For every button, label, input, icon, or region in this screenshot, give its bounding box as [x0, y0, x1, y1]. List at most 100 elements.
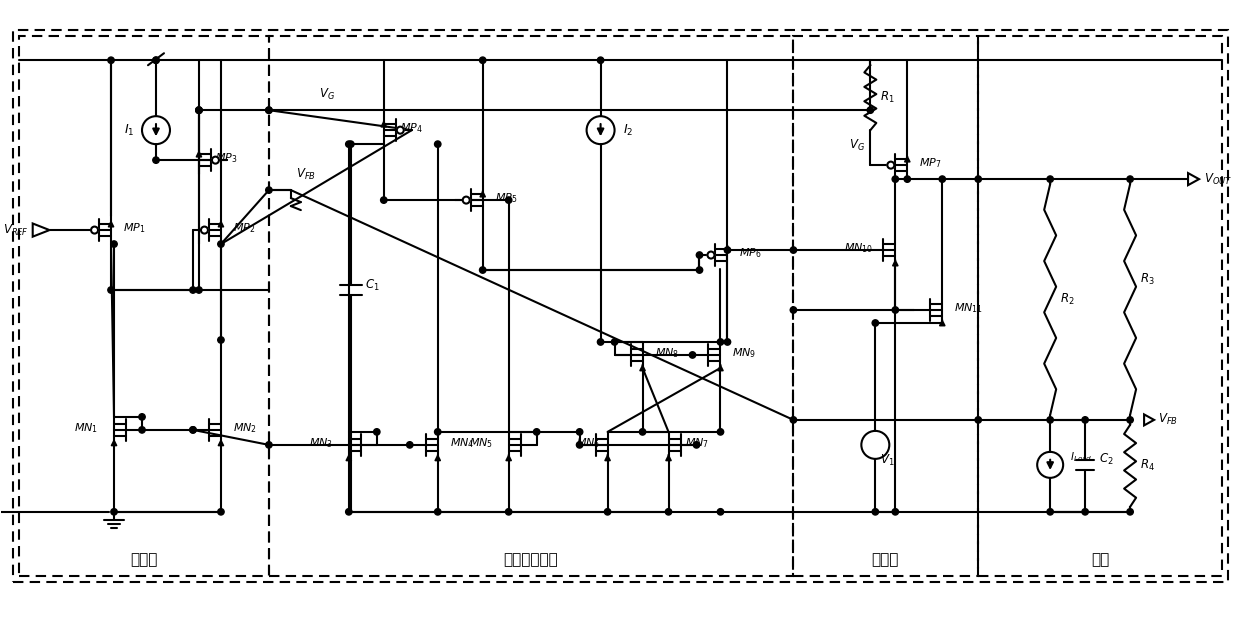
Circle shape: [108, 57, 114, 63]
Circle shape: [153, 57, 159, 63]
Circle shape: [506, 197, 512, 203]
Circle shape: [1047, 417, 1053, 423]
Text: $V_{FB}$: $V_{FB}$: [1158, 412, 1178, 427]
Bar: [19, 36, 269, 576]
Text: $R_4$: $R_4$: [1140, 458, 1154, 474]
Circle shape: [110, 241, 118, 247]
Circle shape: [190, 427, 196, 433]
Text: $V_G$: $V_G$: [319, 87, 335, 102]
Circle shape: [480, 267, 486, 273]
Circle shape: [577, 428, 583, 435]
Circle shape: [598, 339, 604, 345]
Text: $C_2$: $C_2$: [1099, 453, 1114, 467]
Circle shape: [463, 197, 470, 203]
Circle shape: [790, 247, 796, 253]
Text: $MN_3$: $MN_3$: [309, 436, 332, 449]
Circle shape: [153, 157, 159, 163]
Circle shape: [265, 107, 272, 113]
Text: 输入级: 输入级: [130, 552, 157, 567]
Circle shape: [1083, 417, 1089, 423]
Text: 多环路增益级: 多环路增益级: [503, 552, 558, 567]
Circle shape: [196, 107, 202, 113]
Text: $MN_9$: $MN_9$: [733, 346, 756, 360]
Circle shape: [724, 247, 730, 253]
Circle shape: [1047, 176, 1053, 182]
Text: $MN_7$: $MN_7$: [684, 436, 709, 449]
Text: $MN_{10}$: $MN_{10}$: [844, 241, 873, 255]
Circle shape: [790, 417, 796, 423]
Circle shape: [533, 428, 539, 435]
Circle shape: [196, 107, 202, 113]
Circle shape: [892, 176, 899, 182]
Text: $V_{OUT}$: $V_{OUT}$: [1204, 172, 1233, 187]
Circle shape: [717, 508, 724, 515]
Circle shape: [110, 508, 118, 515]
Circle shape: [196, 287, 202, 293]
Circle shape: [1083, 508, 1089, 515]
Bar: [978, 36, 1221, 576]
Circle shape: [888, 162, 894, 169]
Circle shape: [1127, 417, 1133, 423]
Circle shape: [1127, 176, 1133, 182]
Circle shape: [975, 417, 981, 423]
Circle shape: [139, 414, 145, 420]
Circle shape: [381, 197, 387, 203]
Text: $MP_6$: $MP_6$: [739, 246, 763, 260]
Text: $MP_7$: $MP_7$: [919, 156, 942, 170]
Circle shape: [604, 508, 611, 515]
Circle shape: [577, 441, 583, 448]
Circle shape: [397, 126, 404, 134]
Circle shape: [265, 187, 272, 193]
Circle shape: [139, 427, 145, 433]
Circle shape: [434, 141, 441, 148]
Bar: [269, 36, 794, 576]
Text: $V_G$: $V_G$: [849, 138, 866, 153]
Circle shape: [1047, 508, 1053, 515]
Circle shape: [640, 428, 646, 435]
Text: 负载: 负载: [1091, 552, 1110, 567]
Text: $R_1$: $R_1$: [880, 90, 895, 105]
Text: $I_1$: $I_1$: [124, 123, 134, 138]
Text: $MP_5$: $MP_5$: [495, 191, 517, 205]
Text: $I_{Load}$: $I_{Load}$: [1070, 450, 1092, 464]
Circle shape: [201, 226, 208, 234]
Circle shape: [892, 508, 899, 515]
Text: $MP_2$: $MP_2$: [233, 221, 255, 235]
Text: $R_3$: $R_3$: [1140, 272, 1154, 287]
Text: $V_{REF}$: $V_{REF}$: [4, 223, 29, 237]
Text: $MN_8$: $MN_8$: [655, 346, 678, 360]
Circle shape: [480, 57, 486, 63]
Text: $V_{FB}$: $V_{FB}$: [296, 167, 316, 182]
Circle shape: [218, 241, 224, 247]
Circle shape: [108, 287, 114, 293]
Text: 输出级: 输出级: [872, 552, 899, 567]
Circle shape: [407, 441, 413, 448]
Text: $MP_1$: $MP_1$: [123, 221, 145, 235]
Circle shape: [872, 320, 878, 326]
Circle shape: [872, 508, 878, 515]
Text: $R_2$: $R_2$: [1060, 292, 1075, 307]
Circle shape: [346, 141, 352, 148]
Circle shape: [347, 141, 353, 148]
Text: $MN_2$: $MN_2$: [233, 421, 257, 435]
Circle shape: [975, 176, 981, 182]
Circle shape: [717, 339, 724, 345]
Circle shape: [892, 307, 899, 313]
Circle shape: [867, 107, 873, 113]
Circle shape: [708, 252, 714, 259]
Circle shape: [373, 428, 379, 435]
Circle shape: [265, 441, 272, 448]
Circle shape: [939, 176, 945, 182]
Circle shape: [346, 508, 352, 515]
Circle shape: [1127, 508, 1133, 515]
Text: $C_1$: $C_1$: [365, 278, 379, 293]
Circle shape: [91, 226, 98, 234]
Text: $MP_4$: $MP_4$: [399, 122, 423, 135]
Circle shape: [717, 428, 724, 435]
Circle shape: [598, 57, 604, 63]
Circle shape: [506, 508, 512, 515]
Circle shape: [196, 107, 202, 113]
Circle shape: [724, 339, 730, 345]
Circle shape: [790, 307, 796, 313]
Circle shape: [212, 157, 219, 164]
